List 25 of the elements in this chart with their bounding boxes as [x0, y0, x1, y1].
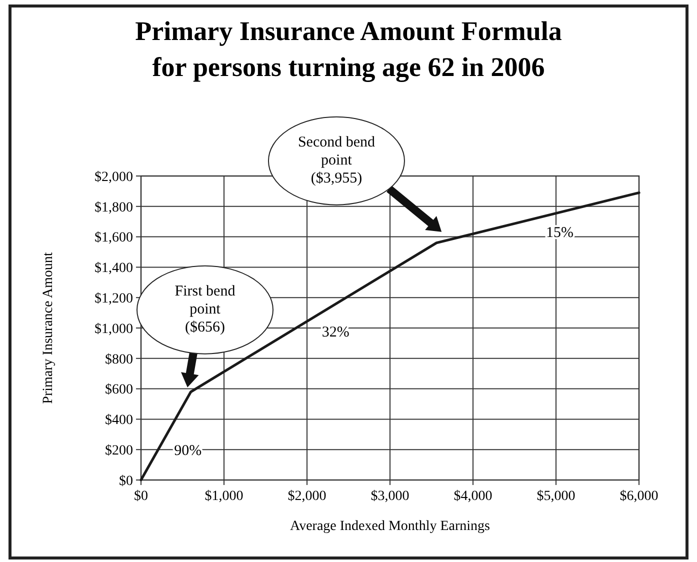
y-tick-label: $2,000: [94, 170, 133, 185]
y-tick-label: $600: [105, 382, 133, 398]
chart-title: Primary Insurance Amount Formula for persons turning age 62 in 2006: [135, 16, 562, 82]
y-tick-label: $400: [105, 413, 133, 428]
line-series: [140, 191, 640, 482]
annotation: 32%: [322, 324, 350, 341]
y-axis-title: Primary Insurance Amount: [41, 252, 56, 404]
annotation: Second bend point ($3,955): [298, 134, 376, 186]
x-tick-label: $4,000: [454, 489, 492, 504]
y-tick-label: $800: [105, 352, 133, 368]
y-tick-label: $200: [105, 444, 133, 458]
x-axis-title: Average Indexed Monthly Earnings: [290, 519, 490, 534]
y-tick-label: $1,400: [94, 261, 133, 276]
x-tick-label: $0: [134, 489, 148, 504]
y-tick-label: $1,800: [94, 200, 133, 216]
y-tick-label: $1,600: [94, 230, 133, 246]
y-tick-label: $1,000: [94, 322, 133, 337]
y-tick-label: $1,200: [94, 292, 133, 306]
x-tick-label: $2,000: [288, 489, 326, 504]
x-tick-label: $5,000: [536, 489, 576, 504]
y-tick-label: $0: [119, 474, 133, 489]
x-tick-label: $3,000: [370, 489, 410, 504]
x-tick-label: $1,000: [204, 489, 244, 504]
x-tick-label: $6,000: [620, 489, 658, 504]
annotation: First bend point ($656): [174, 283, 236, 336]
